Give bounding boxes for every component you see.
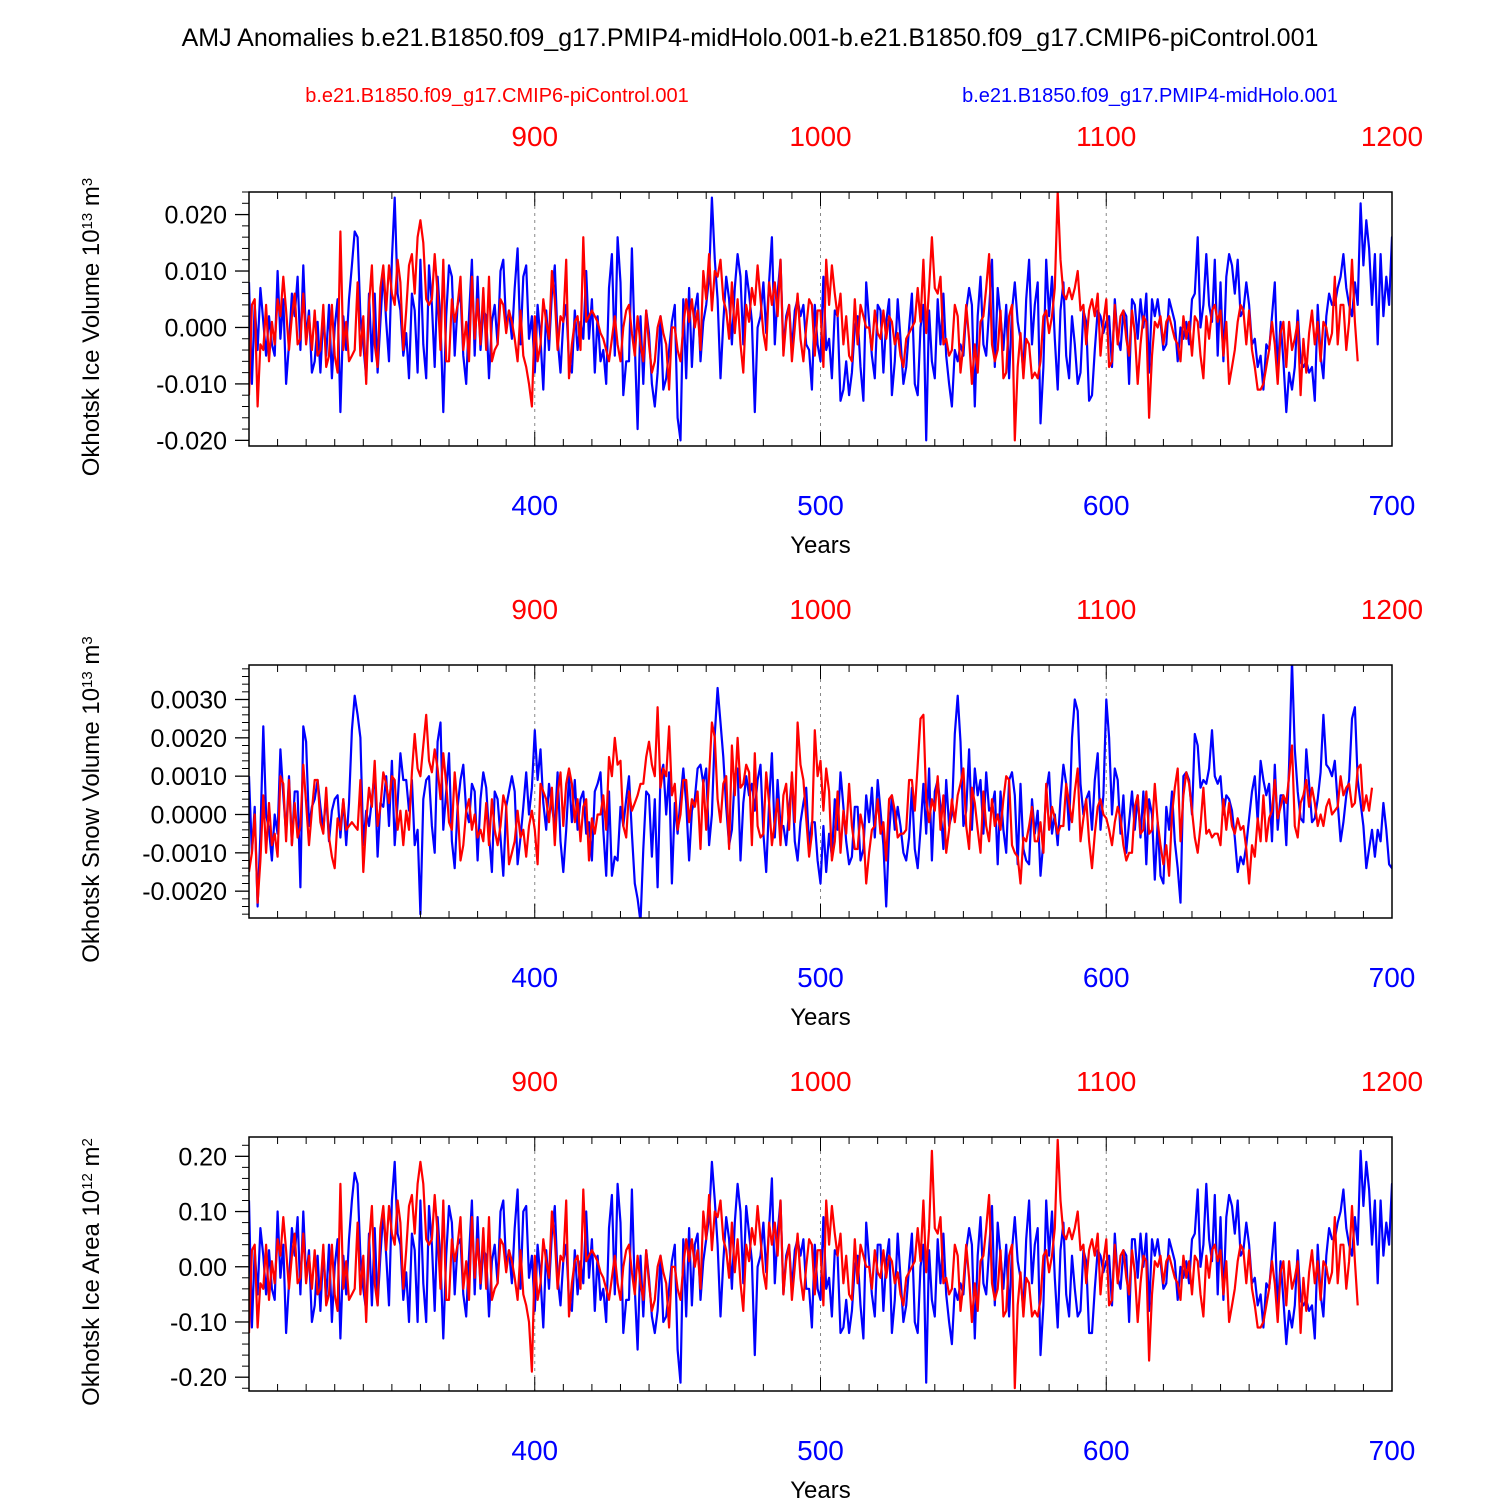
panels-container: -0.020 -0.010 0.000 0.010 0.020 400 500 600 700 9…: [78, 121, 1423, 1500]
y-axis-label: Okhotsk Snow Volume 1013 m3: [78, 636, 105, 963]
y-tick-label: 0.20: [178, 1143, 227, 1171]
x-bottom-tick-label: 700: [1369, 1435, 1416, 1466]
x-top-tick-label: 1200: [1361, 121, 1423, 152]
x-bottom-tick-label: 400: [511, 962, 558, 993]
x-bottom-tick-label: 700: [1369, 490, 1416, 521]
series-line-control: [249, 706, 1374, 904]
x-top-tick-label: 1000: [789, 1066, 851, 1097]
legend-midholo-label: b.e21.B1850.f09_g17.PMIP4-midHolo.001: [962, 85, 1338, 107]
panel-1: -0.020 -0.010 0.000 0.010 0.020 400 500 600 700 9…: [78, 121, 1423, 559]
x-top-tick-label: 1100: [1076, 594, 1136, 625]
x-top-tick-label: 1000: [789, 121, 851, 152]
x-bottom-tick-label: 500: [797, 962, 844, 993]
x-bottom-tick-label: 400: [511, 1435, 558, 1466]
y-tick-label: -0.0020: [142, 878, 227, 906]
x-top-tick-label: 1100: [1076, 1066, 1136, 1097]
x-bottom-tick-label: 700: [1369, 962, 1416, 993]
x-top-tick-label: 1200: [1361, 1066, 1423, 1097]
y-axis-label: Okhotsk Ice Area 1012 m2: [78, 1138, 105, 1406]
chart-title: AMJ Anomalies b.e21.B1850.f09_g17.PMIP4-…: [182, 24, 1319, 52]
series-line-control: [249, 1138, 1359, 1390]
x-top-tick-label: 1100: [1076, 121, 1136, 152]
y-tick-label: -0.0010: [142, 840, 227, 868]
x-top-tick-label: 1000: [789, 594, 851, 625]
x-axis-label: Years: [790, 1004, 851, 1031]
y-tick-label: 0.00: [178, 1254, 227, 1282]
y-tick-label: -0.010: [156, 371, 227, 399]
y-axis-label: Okhotsk Ice Volume 1013 m3: [78, 178, 105, 477]
x-top-tick-label: 900: [511, 594, 558, 625]
series-line-control: [249, 192, 1359, 442]
x-bottom-tick-label: 600: [1083, 962, 1130, 993]
x-top-tick-label: 1200: [1361, 594, 1423, 625]
y-tick-label: -0.10: [170, 1309, 227, 1337]
y-tick-label: 0.0030: [151, 687, 227, 715]
x-bottom-tick-label: 500: [797, 1435, 844, 1466]
y-tick-label: 0.020: [164, 202, 227, 230]
panel-2: -0.0020 -0.0010 0.0000 0.0010 0.0020 0.0030 40…: [78, 594, 1423, 1031]
x-top-tick-label: 900: [511, 1066, 558, 1097]
y-tick-label: 0.000: [164, 314, 227, 342]
panel-3: -0.20 -0.10 0.00 0.10 0.20 400 500 600 700 900 100…: [78, 1066, 1423, 1500]
y-tick-label: 0.0020: [151, 725, 227, 753]
y-tick-label: 0.0010: [151, 763, 227, 791]
x-bottom-tick-label: 600: [1083, 1435, 1130, 1466]
x-bottom-tick-label: 400: [511, 490, 558, 521]
x-bottom-tick-label: 500: [797, 490, 844, 521]
y-tick-label: 0.10: [178, 1199, 227, 1227]
y-tick-label: -0.20: [170, 1364, 227, 1392]
x-top-tick-label: 900: [511, 121, 558, 152]
x-bottom-tick-label: 600: [1083, 490, 1130, 521]
x-axis-label: Years: [790, 532, 851, 559]
x-axis-label: Years: [790, 1477, 851, 1500]
y-tick-label: 0.010: [164, 258, 227, 286]
y-tick-label: -0.020: [156, 427, 227, 455]
y-tick-label: 0.0000: [151, 802, 227, 830]
legend-control-label: b.e21.B1850.f09_g17.CMIP6-piControl.001: [305, 85, 689, 107]
